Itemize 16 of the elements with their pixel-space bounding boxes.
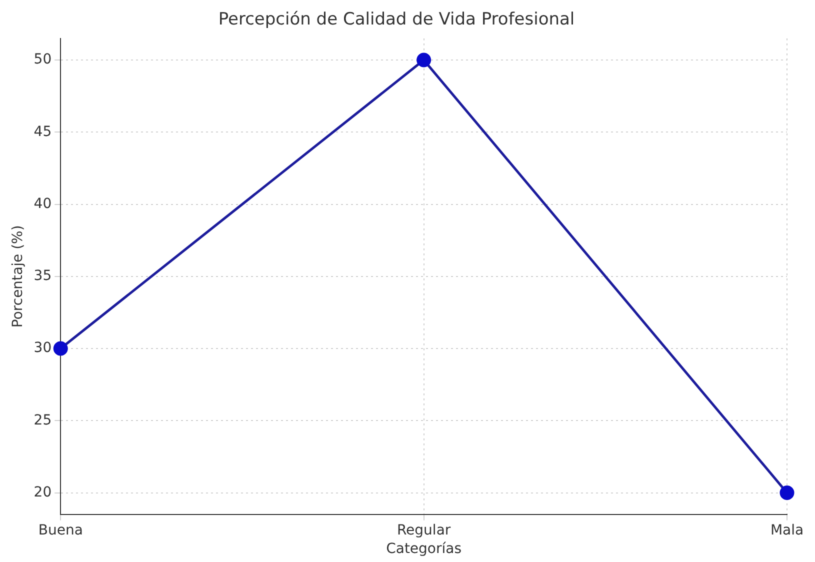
x-axis-title: Categorías [386,541,462,558]
y-tick-label: 50 [34,52,52,68]
point [53,341,68,356]
point [416,52,432,68]
y-tick-label: 45 [34,124,52,140]
y-tick-label: 30 [34,340,52,356]
x-tick-label: Mala [770,522,804,538]
point [780,486,794,500]
y-tick-label: 20 [34,484,52,500]
y-tick-label: 25 [34,412,52,428]
y-axis-title: Porcentaje (%) [10,225,26,328]
chart-title: Percepción de Calidad de Vida Profesional [218,10,575,30]
x-tick-label: Regular [396,522,451,538]
y-tick-label: 35 [34,268,52,284]
x-tick-label: Buena [38,522,83,538]
y-tick-label: 40 [34,196,52,212]
